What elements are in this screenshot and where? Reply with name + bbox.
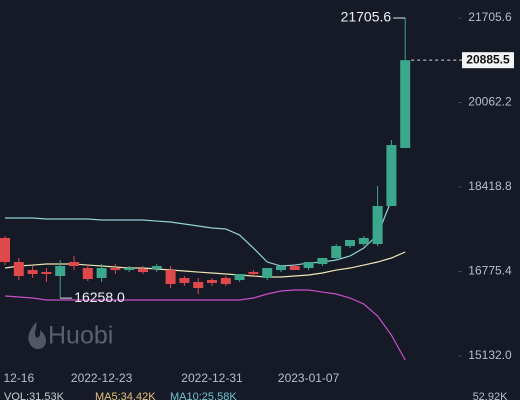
candle-body (55, 266, 66, 276)
watermark: Huobi (48, 322, 113, 350)
candle-body (165, 270, 176, 285)
volume-axis-label: 52.92K (473, 391, 509, 400)
candle-body (13, 262, 24, 276)
y-tick-label: 18418.8 (468, 179, 512, 193)
candle-body (82, 268, 93, 280)
x-tick-label: 2022-12-23 (71, 371, 133, 385)
candle-body (179, 278, 190, 283)
candle-body (138, 269, 148, 273)
candle-body (372, 206, 383, 245)
candle-body (96, 268, 107, 279)
candle-body (69, 262, 79, 267)
candle-body (151, 266, 162, 270)
last-price-label: 20885.5 (466, 52, 510, 66)
watermark-logo (28, 322, 47, 350)
volume-header: MA5:34.42K (95, 391, 156, 400)
candle-body (400, 60, 411, 149)
candle-body (345, 240, 355, 247)
candle-body (124, 268, 135, 271)
last-price-box (462, 52, 514, 69)
candle-body (248, 272, 259, 274)
max-label: 21705.6 (341, 9, 392, 25)
y-tick-label: 21705.6 (468, 10, 512, 24)
candle-body (0, 238, 10, 263)
candle-body (262, 268, 273, 279)
candle-body (303, 262, 314, 269)
candle-body (234, 273, 245, 281)
logo-flame (28, 322, 47, 350)
candle-body (41, 272, 52, 274)
candle-body (386, 145, 397, 207)
y-tick-label: 20062.2 (468, 95, 512, 109)
candle-body (276, 266, 286, 271)
y-tick-label: 16775.4 (468, 264, 512, 278)
min-label: 16258.0 (74, 289, 125, 305)
candle-body (331, 246, 342, 259)
candle-body (27, 270, 38, 274)
candle-body (289, 266, 300, 271)
y-tick-label: 15132.0 (468, 348, 512, 362)
x-tick-label: 2023-01-07 (278, 371, 340, 385)
volume-header: VOL:31.53K (4, 391, 65, 400)
candle-body (193, 282, 204, 289)
candle-body (317, 258, 328, 265)
volume-header: MA10:25.58K (170, 391, 237, 400)
band-line (4, 289, 406, 361)
x-tick-label: 2022-12-31 (181, 371, 243, 385)
candle-body (358, 238, 369, 245)
candle-body (220, 278, 231, 285)
candle-body (207, 280, 217, 283)
candle-body (110, 268, 121, 271)
x-tick-label: 12-16 (3, 371, 34, 385)
